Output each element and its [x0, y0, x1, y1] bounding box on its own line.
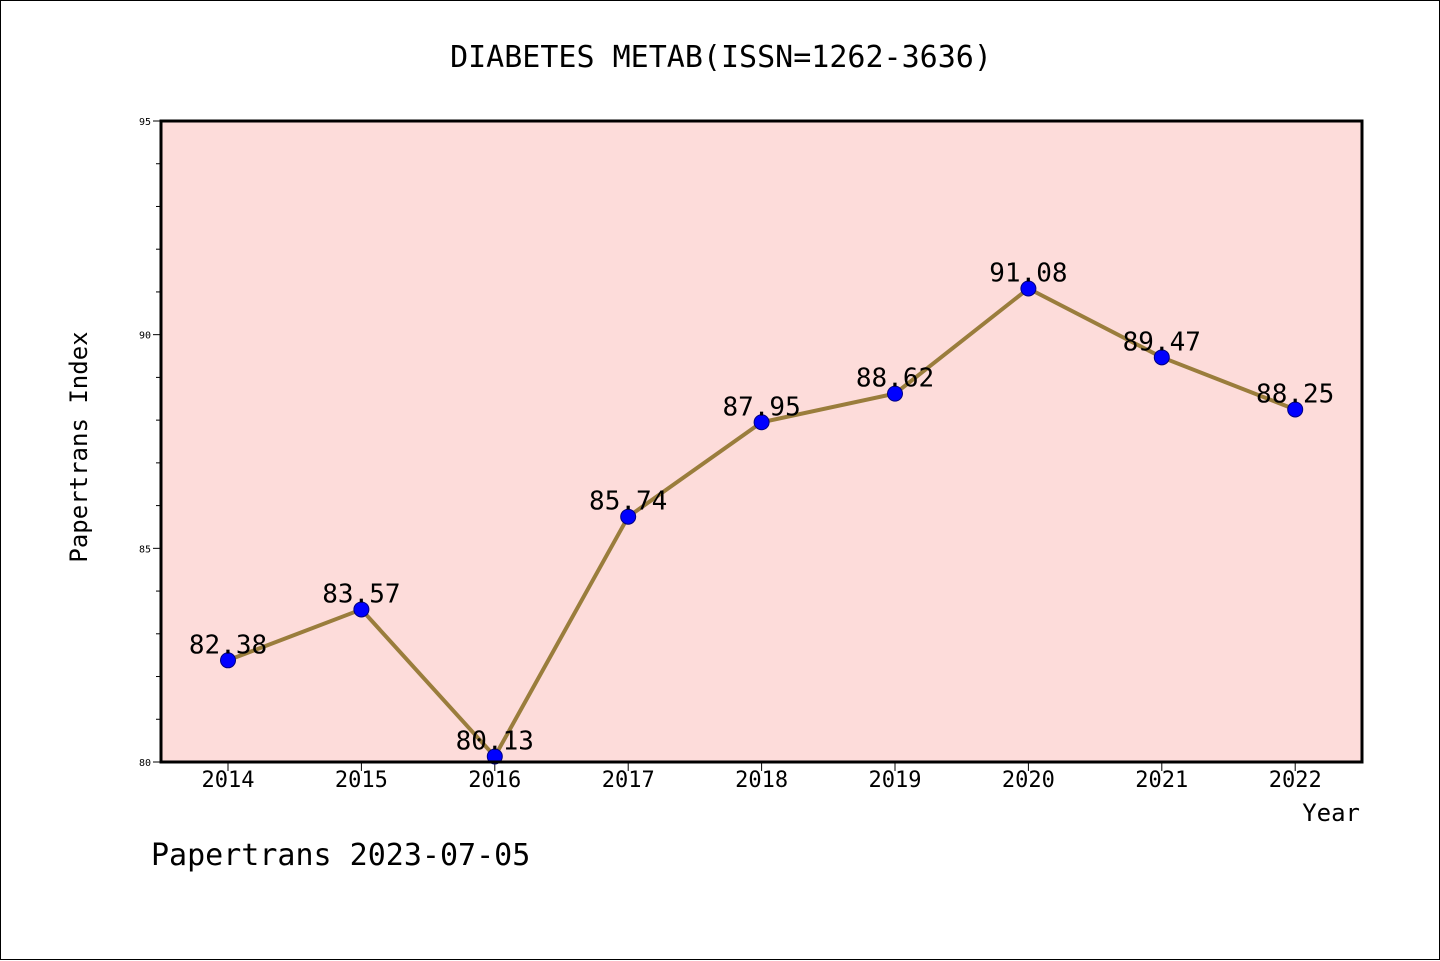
- x-tick-label: 2019: [869, 768, 922, 793]
- x-tick-label: 2016: [468, 768, 521, 793]
- x-tick-label: 2020: [1002, 768, 1055, 793]
- data-point: [486, 748, 503, 765]
- y-tick-label: 85: [139, 544, 151, 555]
- y-tick-label: 90: [139, 331, 151, 342]
- x-tick-label: 2015: [335, 768, 388, 793]
- series-markers: [220, 280, 1304, 765]
- data-point: [1153, 349, 1170, 366]
- y-tick-label: 95: [139, 117, 151, 128]
- x-tick-label: 2021: [1135, 768, 1188, 793]
- x-tick-label: 2014: [202, 768, 255, 793]
- data-point: [1020, 280, 1037, 297]
- data-point: [887, 385, 903, 402]
- x-tick-label: 2022: [1269, 768, 1322, 793]
- data-label: 91.08: [989, 259, 1067, 289]
- x-axis-title: Year: [1302, 799, 1360, 827]
- y-axis-title: Papertrans Index: [65, 331, 93, 562]
- data-label: 87.95: [722, 392, 800, 422]
- data-labels: 82.38 83.57 80.13 85.74 87.95 88.62 91.08 89.47…: [189, 259, 1334, 757]
- data-point: [620, 508, 637, 525]
- data-label: 80.13: [456, 726, 534, 756]
- y-axis: 80 85 90 95: [139, 117, 161, 769]
- data-point: [1287, 401, 1304, 418]
- data-label: 88.25: [1256, 379, 1334, 409]
- data-label: 83.57: [322, 579, 400, 609]
- footer-note: Papertrans 2023-07-05: [151, 838, 530, 873]
- data-point: [220, 652, 236, 669]
- data-point: [753, 414, 770, 431]
- data-point: [353, 601, 370, 618]
- x-tick-label: 2018: [735, 768, 788, 793]
- x-axis: 2014 2015 2016 2017 2018 2019 2020 2021 2022: [202, 762, 1322, 793]
- y-tick-label: 80: [139, 758, 151, 769]
- plot-border: [159, 119, 1364, 764]
- x-tick-label: 2017: [602, 768, 655, 793]
- data-label: 89.47: [1123, 327, 1201, 357]
- plot-area: [161, 121, 1362, 762]
- data-label: 88.62: [856, 364, 934, 394]
- data-label: 85.74: [589, 487, 667, 517]
- data-label: 82.38: [189, 630, 267, 660]
- chart-title: DIABETES METAB(ISSN=1262-3636): [450, 40, 992, 75]
